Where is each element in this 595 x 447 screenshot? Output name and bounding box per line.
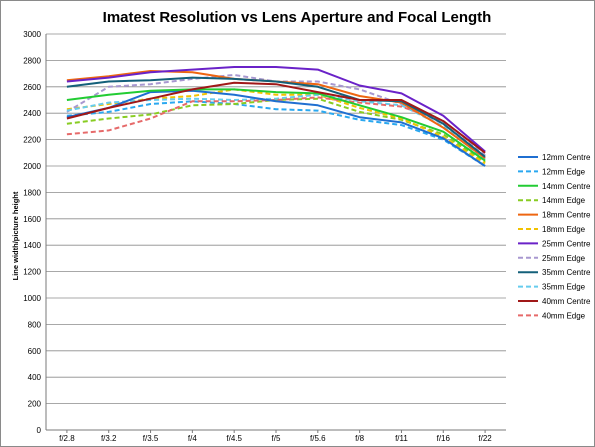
x-tick-label: f/11 (395, 434, 408, 443)
legend-label: 12mm Edge (542, 167, 586, 176)
legend-label: 35mm Edge (542, 283, 586, 292)
x-tick-label: f/16 (437, 434, 451, 443)
y-tick-label: 0 (37, 426, 42, 435)
series-line-25mm-centre (66, 66, 486, 153)
y-tick-label: 2600 (23, 83, 41, 92)
series-line-40mm-centre (66, 81, 486, 154)
series-line-35mm-centre (66, 76, 486, 158)
y-tick-label: 2800 (23, 56, 41, 65)
y-tick-label: 1000 (23, 294, 41, 303)
legend-label: 18mm Centre (542, 211, 591, 220)
y-tick-label: 3000 (23, 30, 41, 39)
x-tick-label: f/2.8 (59, 434, 75, 443)
series-lines (66, 66, 486, 167)
legend-label: 25mm Edge (542, 254, 586, 263)
legend-label: 25mm Centre (542, 239, 591, 248)
chart-title: Imatest Resolution vs Lens Aperture and … (103, 9, 492, 26)
series-line-12mm-centre (66, 89, 486, 167)
legend: 12mm Centre 12mm Edge 14mm Centre 14mm Edge… (518, 153, 591, 320)
y-tick-label: 1800 (23, 188, 41, 197)
legend-label: 12mm Centre (542, 153, 591, 162)
y-tick-label: 1200 (23, 268, 41, 277)
x-tick-label: f/22 (478, 434, 492, 443)
legend-label: 14mm Edge (542, 196, 586, 205)
y-tick-label: 1600 (23, 215, 41, 224)
series-line-12mm-edge (66, 100, 486, 167)
y-tick-label: 200 (28, 400, 42, 409)
x-tick-label: f/3.2 (101, 434, 117, 443)
x-tick-label: f/3.5 (143, 434, 159, 443)
x-tick-label: f/5.6 (310, 434, 326, 443)
y-tick-label: 1400 (23, 241, 41, 250)
legend-label: 35mm Centre (542, 268, 591, 277)
x-tick-label: f/5 (272, 434, 281, 443)
y-tick-label: 2200 (23, 136, 41, 145)
y-tick-label: 2000 (23, 162, 41, 171)
y-tick-label: 2400 (23, 109, 41, 118)
y-tick-label: 800 (28, 320, 42, 329)
legend-label: 40mm Edge (542, 311, 586, 320)
x-tick-label: f/4.5 (226, 434, 242, 443)
series-line-18mm-edge (66, 88, 486, 165)
x-tick-label: f/8 (355, 434, 364, 443)
axes: 0 200 400 600 800 1000 1200 1400 1600 1800 2000 220… (23, 30, 506, 443)
legend-label: 14mm Centre (542, 182, 591, 191)
legend-label: 40mm Centre (542, 297, 591, 306)
series-line-14mm-centre (66, 88, 486, 162)
x-tick-label: f/4 (188, 434, 197, 443)
y-tick-label: 600 (28, 347, 42, 356)
y-tick-label: 400 (28, 373, 42, 382)
y-axis-label: Line width/picture height (11, 191, 20, 280)
legend-label: 18mm Edge (542, 225, 586, 234)
